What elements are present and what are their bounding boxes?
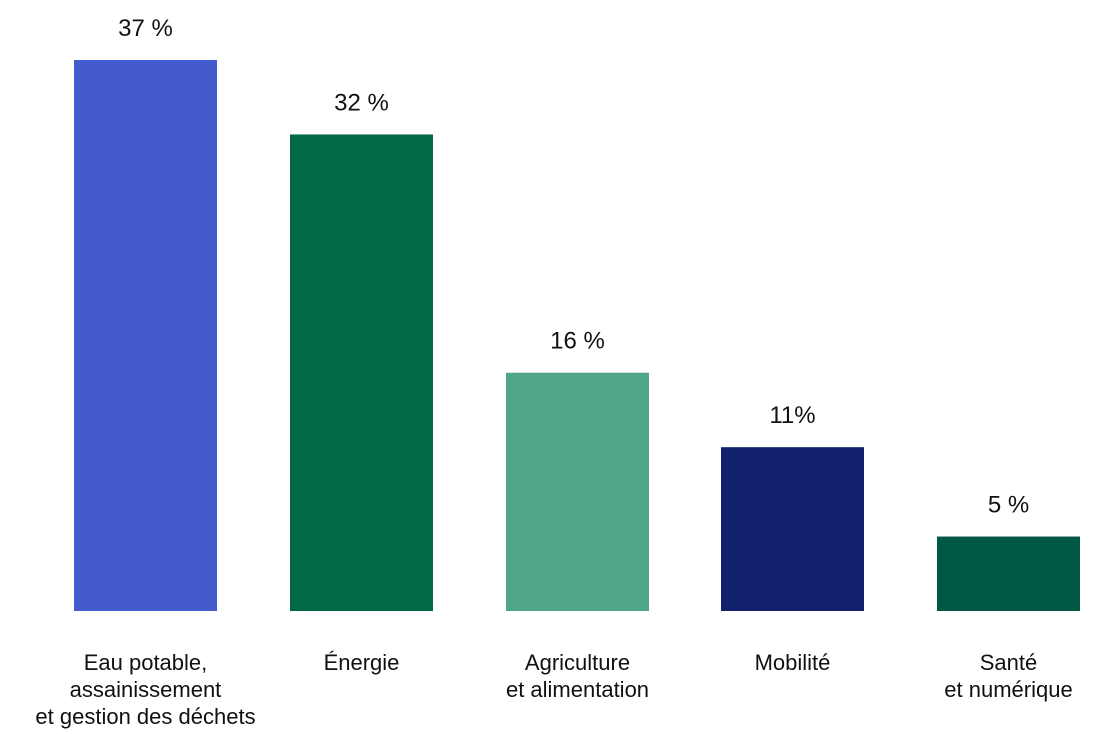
- category-label-2: Énergie: [324, 650, 400, 675]
- category-label-5: Santé et numérique: [944, 650, 1072, 702]
- category-label-3: Agriculture et alimentation: [506, 650, 649, 702]
- bar-4: [721, 447, 864, 611]
- value-label-5: 5 %: [988, 492, 1029, 519]
- category-label-4: Mobilité: [755, 650, 831, 675]
- category-label-1: Eau potable, assainissement et gestion des…: [35, 650, 255, 729]
- value-label-3: 16 %: [550, 328, 605, 355]
- value-label-1: 37 %: [118, 15, 173, 42]
- bar-3: [506, 372, 649, 611]
- bar-1: [74, 60, 217, 611]
- bar-5: [937, 536, 1080, 611]
- value-label-2: 32 %: [334, 89, 389, 116]
- value-label-4: 11%: [769, 402, 815, 429]
- bar-2: [290, 134, 433, 611]
